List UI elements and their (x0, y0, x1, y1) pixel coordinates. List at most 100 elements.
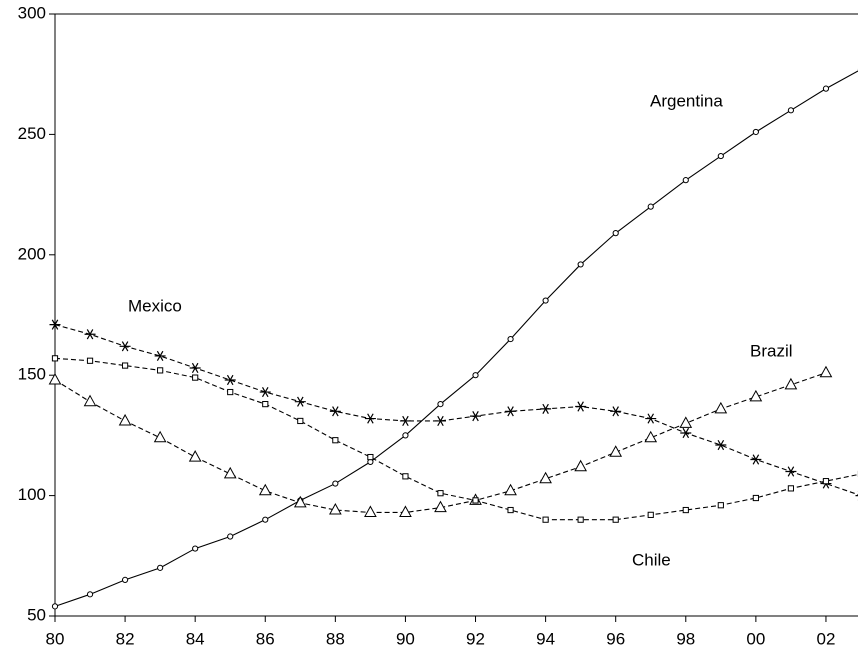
point (610, 406, 622, 417)
point (647, 511, 654, 518)
point (118, 413, 132, 426)
point (223, 466, 237, 479)
point (752, 494, 759, 502)
x-tick-label: 86 (256, 629, 275, 648)
point (540, 403, 552, 414)
point (539, 471, 552, 484)
point (154, 350, 166, 362)
point (364, 505, 377, 517)
point (612, 230, 619, 237)
point (86, 591, 94, 598)
x-tick-label: 80 (46, 629, 65, 648)
point (51, 355, 59, 362)
series-label: Brazil (750, 341, 793, 360)
point (542, 297, 549, 304)
point (157, 367, 164, 374)
series-label: Argentina (650, 91, 723, 110)
point (157, 564, 164, 571)
y-tick-label: 100 (18, 485, 46, 504)
point (577, 261, 584, 268)
point (645, 413, 657, 424)
point (399, 415, 411, 427)
point (402, 473, 409, 480)
point (715, 439, 727, 451)
x-tick-label: 02 (816, 629, 835, 648)
point (717, 152, 724, 160)
point (48, 372, 62, 385)
point (504, 483, 517, 496)
point (855, 490, 858, 501)
point (84, 329, 96, 340)
point (680, 427, 692, 439)
point (293, 495, 307, 508)
y-tick-label: 300 (18, 3, 46, 22)
point (332, 480, 339, 487)
point (750, 454, 762, 465)
point (121, 362, 129, 369)
point (437, 490, 444, 497)
point (644, 430, 658, 443)
point (612, 516, 619, 523)
series-line (54, 357, 858, 521)
point (682, 506, 689, 514)
x-tick-label: 00 (746, 629, 765, 648)
x-tick-label: 82 (116, 629, 135, 648)
x-tick-label: 88 (326, 629, 345, 648)
point (121, 576, 129, 583)
point (609, 445, 623, 457)
point (297, 417, 304, 425)
point (227, 533, 234, 540)
point (262, 516, 269, 523)
point (224, 374, 236, 386)
point (682, 177, 689, 184)
point (472, 372, 479, 379)
x-tick-label: 92 (466, 629, 485, 648)
point (822, 478, 830, 485)
point (787, 107, 795, 114)
point (153, 430, 167, 443)
point (647, 203, 654, 210)
point (749, 389, 763, 402)
point (188, 450, 202, 462)
point (472, 497, 479, 504)
point (505, 406, 517, 417)
x-tick-label: 94 (536, 629, 555, 648)
x-tick-label: 84 (186, 629, 205, 648)
x-tick-label: 90 (396, 629, 415, 648)
point (679, 416, 693, 428)
point (785, 466, 797, 477)
point (49, 319, 61, 330)
x-tick-label: 98 (676, 629, 695, 648)
point (192, 545, 199, 552)
series-line (54, 70, 858, 607)
point (752, 128, 759, 136)
point (83, 394, 97, 407)
point (714, 401, 728, 414)
point (227, 388, 234, 396)
point (819, 365, 833, 378)
point (507, 335, 514, 343)
point (784, 377, 798, 390)
point (329, 503, 342, 515)
point (399, 505, 412, 517)
point (51, 603, 59, 610)
series-line (54, 324, 858, 496)
point (262, 400, 269, 408)
point (717, 502, 724, 509)
series-label: Chile (632, 550, 671, 569)
y-tick-label: 250 (18, 124, 46, 143)
point (542, 516, 549, 523)
point (86, 357, 94, 364)
point (437, 400, 444, 408)
point (507, 506, 514, 514)
y-tick-label: 200 (18, 244, 46, 263)
point (192, 374, 199, 381)
point (577, 516, 584, 523)
point (332, 437, 339, 444)
point (294, 396, 306, 407)
point (329, 406, 341, 417)
y-tick-label: 50 (27, 605, 46, 624)
point (258, 483, 272, 496)
point (189, 362, 201, 374)
